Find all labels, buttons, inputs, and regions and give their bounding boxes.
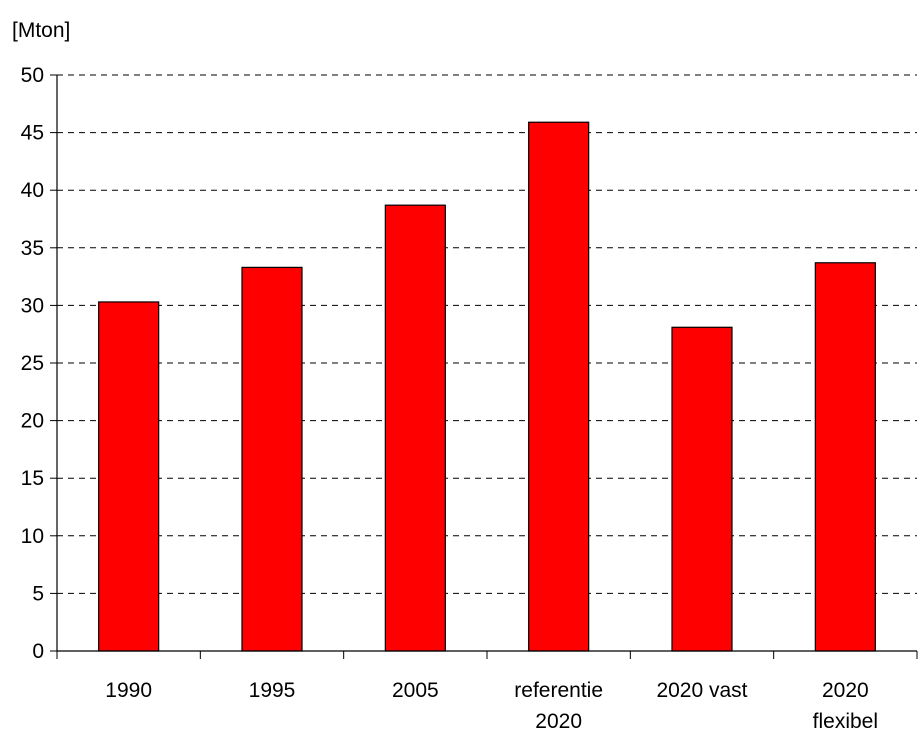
y-tick-label: 35 [21, 237, 44, 260]
bar [671, 326, 733, 652]
y-tick-label: 15 [21, 467, 44, 490]
bar [241, 266, 303, 652]
x-tick-label: 2005 [392, 679, 439, 702]
x-tick-label: 1990 [105, 679, 152, 702]
bars [98, 121, 876, 652]
bar [814, 262, 876, 652]
y-axis-ticks: 0 5 10 15 20 25 30 35 40 45 50 [21, 64, 57, 663]
x-tick-label: 2020 [822, 679, 869, 702]
gridlines [57, 74, 917, 594]
bar [98, 301, 160, 652]
bar [384, 204, 446, 652]
y-tick-label: 10 [21, 525, 44, 548]
x-tick-label: 1995 [249, 679, 296, 702]
y-tick-label: 40 [21, 179, 44, 202]
y-tick-label: 5 [32, 582, 44, 605]
y-axis-unit-label: [Mton] [12, 19, 70, 42]
x-tick-label: 2020 [535, 710, 582, 731]
x-tick-label: flexibel [813, 710, 878, 731]
y-tick-label: 0 [32, 640, 44, 663]
bar [528, 121, 590, 652]
y-tick-label: 50 [21, 64, 44, 87]
y-tick-label: 20 [21, 410, 44, 433]
y-tick-label: 25 [21, 352, 44, 375]
y-tick-label: 30 [21, 294, 44, 317]
y-tick-label: 45 [21, 122, 44, 145]
x-tick-label: 2020 vast [656, 679, 747, 702]
x-tick-label: referentie [514, 679, 603, 702]
x-axis-ticks: 1990 1995 2005 referentie 2020 2020 vast 2020 f… [56, 651, 918, 731]
